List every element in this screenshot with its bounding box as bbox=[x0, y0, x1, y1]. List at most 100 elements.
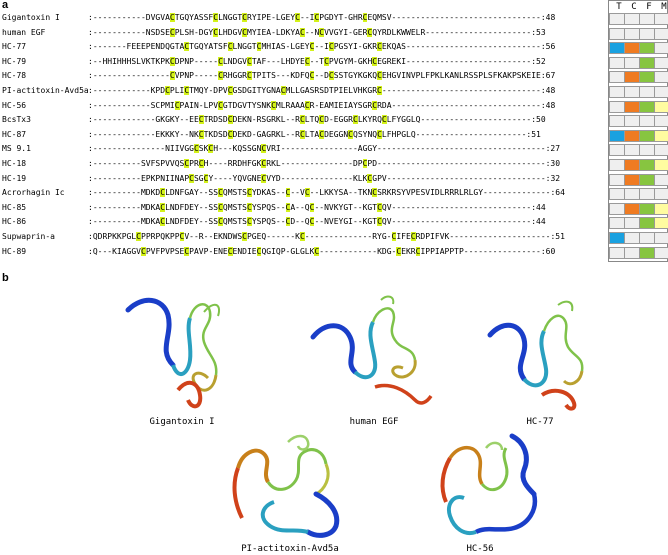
cysteine-highlight: C bbox=[377, 217, 382, 227]
cysteine-highlight: C bbox=[299, 129, 305, 139]
cysteine-highlight: C bbox=[348, 129, 353, 139]
sequence-residues: :-------FEEEPENDQGTACTGQYATSFCLNGGTCMHIA… bbox=[88, 42, 556, 52]
cysteine-highlight: C bbox=[261, 144, 267, 154]
cysteine-highlight: C bbox=[198, 115, 204, 125]
sequence-residues: :-----------DVGVACTGQYASSFCLNGGTCRYIPE-L… bbox=[88, 13, 556, 22]
cysteine-highlight: C bbox=[184, 42, 190, 52]
cysteine-highlight: C bbox=[377, 86, 382, 95]
cysteine-highlight: C bbox=[193, 144, 199, 154]
cysteine-highlight: C bbox=[377, 129, 382, 139]
feature-cell-m bbox=[654, 86, 668, 98]
sequence-alignment: Gigantoxin I :-----------DVGVACTGQYASSFCL… bbox=[2, 13, 565, 256]
feature-cell-m bbox=[654, 232, 668, 244]
cysteine-highlight: C bbox=[261, 173, 267, 183]
cysteine-highlight: C bbox=[227, 86, 233, 95]
feature-cell-m bbox=[654, 27, 668, 40]
cysteine-highlight: C bbox=[410, 232, 416, 241]
cysteine-highlight: C bbox=[372, 188, 378, 198]
cysteine-highlight: C bbox=[218, 71, 223, 81]
feature-cell-m bbox=[654, 159, 668, 171]
cysteine-highlight: C bbox=[309, 42, 315, 52]
sequence-name: HC-19 bbox=[2, 173, 27, 183]
sequence-name: HC-89 bbox=[2, 246, 27, 256]
cysteine-highlight: C bbox=[285, 188, 291, 198]
sequence-name: HC-86 bbox=[2, 217, 27, 227]
cysteine-highlight: C bbox=[160, 202, 166, 212]
sequence-residues: :----------------CVPNP-----CRHGGRCTPITS-… bbox=[88, 71, 556, 81]
caption-hc-56: HC-56 bbox=[466, 544, 494, 554]
sequence-residues: :----------EPKPNIINAPCSGCY----YQVGNECVYD… bbox=[88, 173, 561, 183]
cysteine-highlight: C bbox=[285, 217, 291, 227]
sequence-residues: :-------------EKKKY--NKCTKDSDCDEKD-GAGRK… bbox=[88, 129, 541, 139]
sequence-residues: :Q---KIAGGVCPVFPVPSECPAVP-ENECENDIECQGIQ… bbox=[88, 246, 556, 256]
sequence-residues: :------------SCPMICPAIN-LPVCGTDGVTYSNKCM… bbox=[88, 100, 556, 110]
cysteine-highlight: C bbox=[256, 246, 262, 256]
cysteine-highlight: C bbox=[218, 188, 223, 198]
cysteine-highlight: C bbox=[169, 13, 175, 22]
cysteine-highlight: C bbox=[165, 86, 170, 95]
cysteine-highlight: C bbox=[227, 129, 233, 139]
sequence-name: Acrorhagin Ic bbox=[2, 188, 65, 198]
sequence-name: human EGF bbox=[2, 27, 46, 37]
cysteine-highlight: C bbox=[198, 159, 204, 168]
cysteine-highlight: C bbox=[189, 173, 194, 183]
cysteine-highlight: C bbox=[396, 246, 402, 256]
sequence-residues: :----------MDKACLNDFDEY--SSCQMSTSCYSPQS-… bbox=[88, 217, 546, 227]
grid-header-m: M bbox=[661, 2, 667, 12]
cysteine-highlight: C bbox=[184, 86, 190, 95]
sequence-name: HC-77 bbox=[2, 42, 27, 52]
feature-cell-m bbox=[654, 100, 668, 113]
sequence-residues: :-----------NSDSECPLSH-DGYCLHDGVCMYIEA-L… bbox=[88, 27, 546, 37]
cysteine-highlight: C bbox=[184, 159, 190, 168]
cysteine-highlight: C bbox=[247, 56, 252, 66]
sequence-residues: :----------SVFSPVVQSCPRCH----RRDHFGKCRKL… bbox=[88, 159, 561, 168]
cysteine-highlight: C bbox=[160, 188, 166, 198]
cysteine-highlight: C bbox=[261, 159, 267, 168]
feature-cell-m bbox=[654, 144, 668, 157]
cysteine-highlight: C bbox=[203, 173, 209, 183]
cysteine-highlight: C bbox=[309, 217, 315, 227]
caption-gigantoxin-i: Gigantoxin I bbox=[149, 417, 215, 427]
panel-label-a: a bbox=[2, 0, 9, 11]
sequence-name: HC-87 bbox=[2, 129, 27, 139]
cysteine-highlight: C bbox=[328, 71, 334, 81]
cysteine-highlight: C bbox=[299, 115, 305, 125]
cysteine-highlight: C bbox=[227, 246, 233, 256]
panel-label-b: b bbox=[2, 272, 9, 284]
sequence-residues: :--HHIHHHSLVKTKPKCDPNP-----CLNDGVCTAF---… bbox=[88, 56, 546, 66]
sequence-name: HC-56 bbox=[2, 100, 27, 110]
cysteine-highlight: C bbox=[372, 100, 378, 110]
sequence-name: HC-18 bbox=[2, 159, 27, 168]
sequence-name: Gigantoxin I bbox=[2, 13, 60, 22]
feature-cell-m bbox=[654, 217, 668, 230]
sequence-name: HC-85 bbox=[2, 202, 27, 212]
sequence-name: PI-actitoxin-Avd5a bbox=[2, 86, 88, 95]
sequence-name: Supwaprin-a bbox=[2, 232, 55, 241]
cysteine-highlight: C bbox=[169, 56, 175, 66]
structure-human-egf bbox=[310, 295, 433, 405]
sequence-residues: :------------KPDCPLICTMQY-DPVCGSDGITYGNA… bbox=[88, 86, 556, 95]
cysteine-highlight: C bbox=[169, 27, 175, 37]
cysteine-highlight: C bbox=[242, 13, 247, 22]
feature-cell-m bbox=[654, 42, 668, 55]
cysteine-highlight: C bbox=[299, 27, 305, 37]
cysteine-highlight: C bbox=[271, 100, 276, 110]
structure-pi-actitoxin-avd5a bbox=[232, 434, 340, 538]
cysteine-highlight: C bbox=[285, 202, 291, 212]
sequence-residues: :QDRPKKPGLCPPRPQKPPCV--R--EKNDWSCPGEQ---… bbox=[88, 232, 565, 241]
sequence-name: BcsTx3 bbox=[2, 115, 31, 125]
cysteine-highlight: C bbox=[218, 217, 223, 227]
cysteine-highlight: C bbox=[280, 86, 286, 95]
cysteine-highlight: C bbox=[309, 71, 315, 81]
cysteine-highlight: C bbox=[304, 100, 310, 110]
cysteine-highlight: C bbox=[415, 246, 421, 256]
caption-human-egf: human EGF bbox=[349, 417, 399, 427]
cysteine-highlight: C bbox=[213, 27, 219, 37]
cysteine-highlight: C bbox=[295, 13, 300, 22]
cysteine-highlight: C bbox=[314, 13, 320, 22]
cysteine-highlight: C bbox=[213, 13, 219, 22]
feature-cell-m bbox=[654, 56, 668, 69]
caption-hc-77: HC-77 bbox=[526, 417, 554, 427]
cysteine-highlight: C bbox=[136, 232, 141, 241]
grid-header-c: C bbox=[631, 2, 637, 12]
